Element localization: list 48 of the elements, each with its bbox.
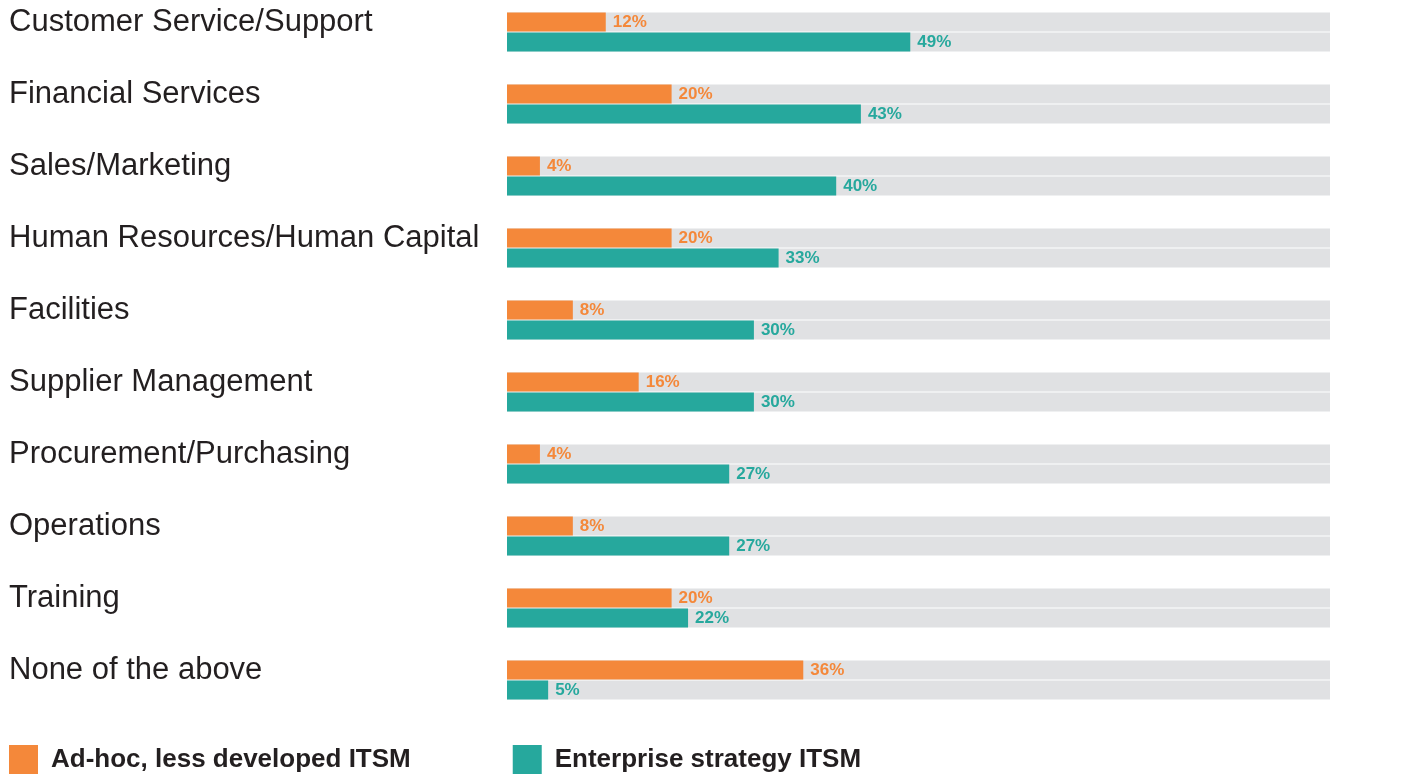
bar [507,464,730,484]
data-label: 36% [810,659,845,679]
bar [507,372,639,392]
data-label: 5% [555,679,580,699]
data-label: 8% [579,299,605,319]
legend-label: Enterprise strategy ITSM [554,742,862,773]
data-label: 20% [678,227,713,247]
y-tick-label: Operations [9,506,161,542]
y-tick-label: Financial Services [9,74,261,110]
bar [507,228,672,248]
bar [507,248,779,268]
bar [507,300,573,320]
y-tick-label: Human Resources/Human Capital [9,218,480,254]
y-tick-label: Procurement/Purchasing [9,434,351,470]
bar [507,156,540,176]
data-label: 30% [760,391,795,411]
data-label: 49% [917,31,952,51]
bar [507,444,540,464]
bar [507,680,549,700]
y-tick-label: Customer Service/Support [9,2,373,38]
data-label: 43% [867,103,902,123]
legend-label: Ad-hoc, less developed ITSM [51,742,411,773]
bar [507,608,689,628]
data-label: 20% [678,83,713,103]
bar [507,588,672,608]
data-label: 4% [546,443,572,463]
data-label: 16% [645,371,680,391]
data-label: 40% [843,175,878,195]
data-label: 30% [760,319,795,339]
data-label: 12% [612,11,647,31]
y-tick-label: None of the above [9,650,263,686]
data-label: 8% [579,515,605,535]
bar [507,320,754,340]
data-label: 22% [695,607,730,627]
y-tick-label: Supplier Management [9,362,313,398]
bar [507,536,730,556]
data-label: 33% [785,247,820,267]
y-tick-label: Sales/Marketing [9,146,232,182]
data-label: 27% [736,463,771,483]
data-label: 20% [678,587,713,607]
bar [507,392,754,412]
data-label: 27% [736,535,771,555]
bar [507,12,606,32]
bar [507,516,573,536]
data-label: 4% [546,155,572,175]
y-tick-label: Facilities [9,290,130,326]
bar [507,84,672,104]
y-tick-label: Training [9,578,120,614]
